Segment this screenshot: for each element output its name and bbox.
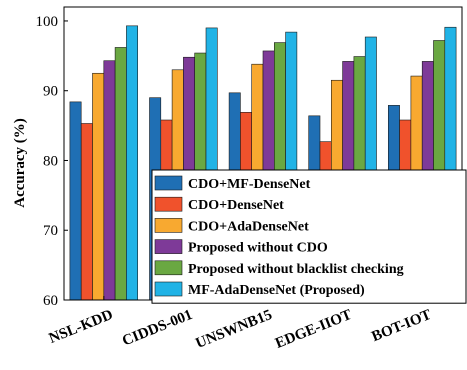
- x-tick-label: CIDDS-001: [120, 307, 195, 350]
- legend-box: [151, 169, 467, 304]
- x-tick-label: UNSWNB15: [194, 307, 275, 352]
- legend-swatch: [154, 239, 183, 254]
- y-tick-label: 60: [43, 293, 58, 309]
- bar-5-1: [114, 47, 127, 301]
- y-tick-label: 90: [43, 84, 58, 100]
- x-tick-label: BOT-IOT: [369, 307, 433, 345]
- legend-label: CDO+DenseNet: [188, 198, 284, 213]
- legend-label: MF-AdaDenseNet (Proposed): [188, 283, 365, 298]
- bar-1-1: [69, 101, 82, 301]
- legend-swatch: [154, 260, 183, 276]
- legend-swatch: [154, 281, 183, 297]
- y-tick-label: 100: [36, 14, 59, 30]
- legend-swatch: [154, 196, 183, 212]
- legend: CDO+MF-DenseNet CDO+DenseNet CDO+AdaDenseN…: [151, 169, 467, 304]
- legend-label: CDO+AdaDenseNet: [188, 219, 309, 234]
- legend-label: Proposed without blacklist checking: [188, 262, 404, 277]
- legend-swatch: [154, 175, 183, 191]
- bar-4-1: [103, 60, 116, 301]
- bar-6-1: [126, 25, 139, 301]
- legend-label: Proposed without CDO: [188, 241, 328, 256]
- y-axis-title: Accuracy (%): [12, 118, 28, 208]
- bar-3-1: [92, 72, 105, 301]
- legend-swatch: [154, 218, 183, 233]
- legend-label: CDO+MF-DenseNet: [188, 177, 311, 192]
- y-tick-label: 80: [43, 153, 58, 169]
- y-tick-label: 70: [43, 223, 58, 239]
- x-tick-label: NSL-KDD: [47, 307, 116, 347]
- x-tick-label: EDGE-IIOT: [273, 307, 354, 352]
- bar-2-1: [80, 123, 93, 301]
